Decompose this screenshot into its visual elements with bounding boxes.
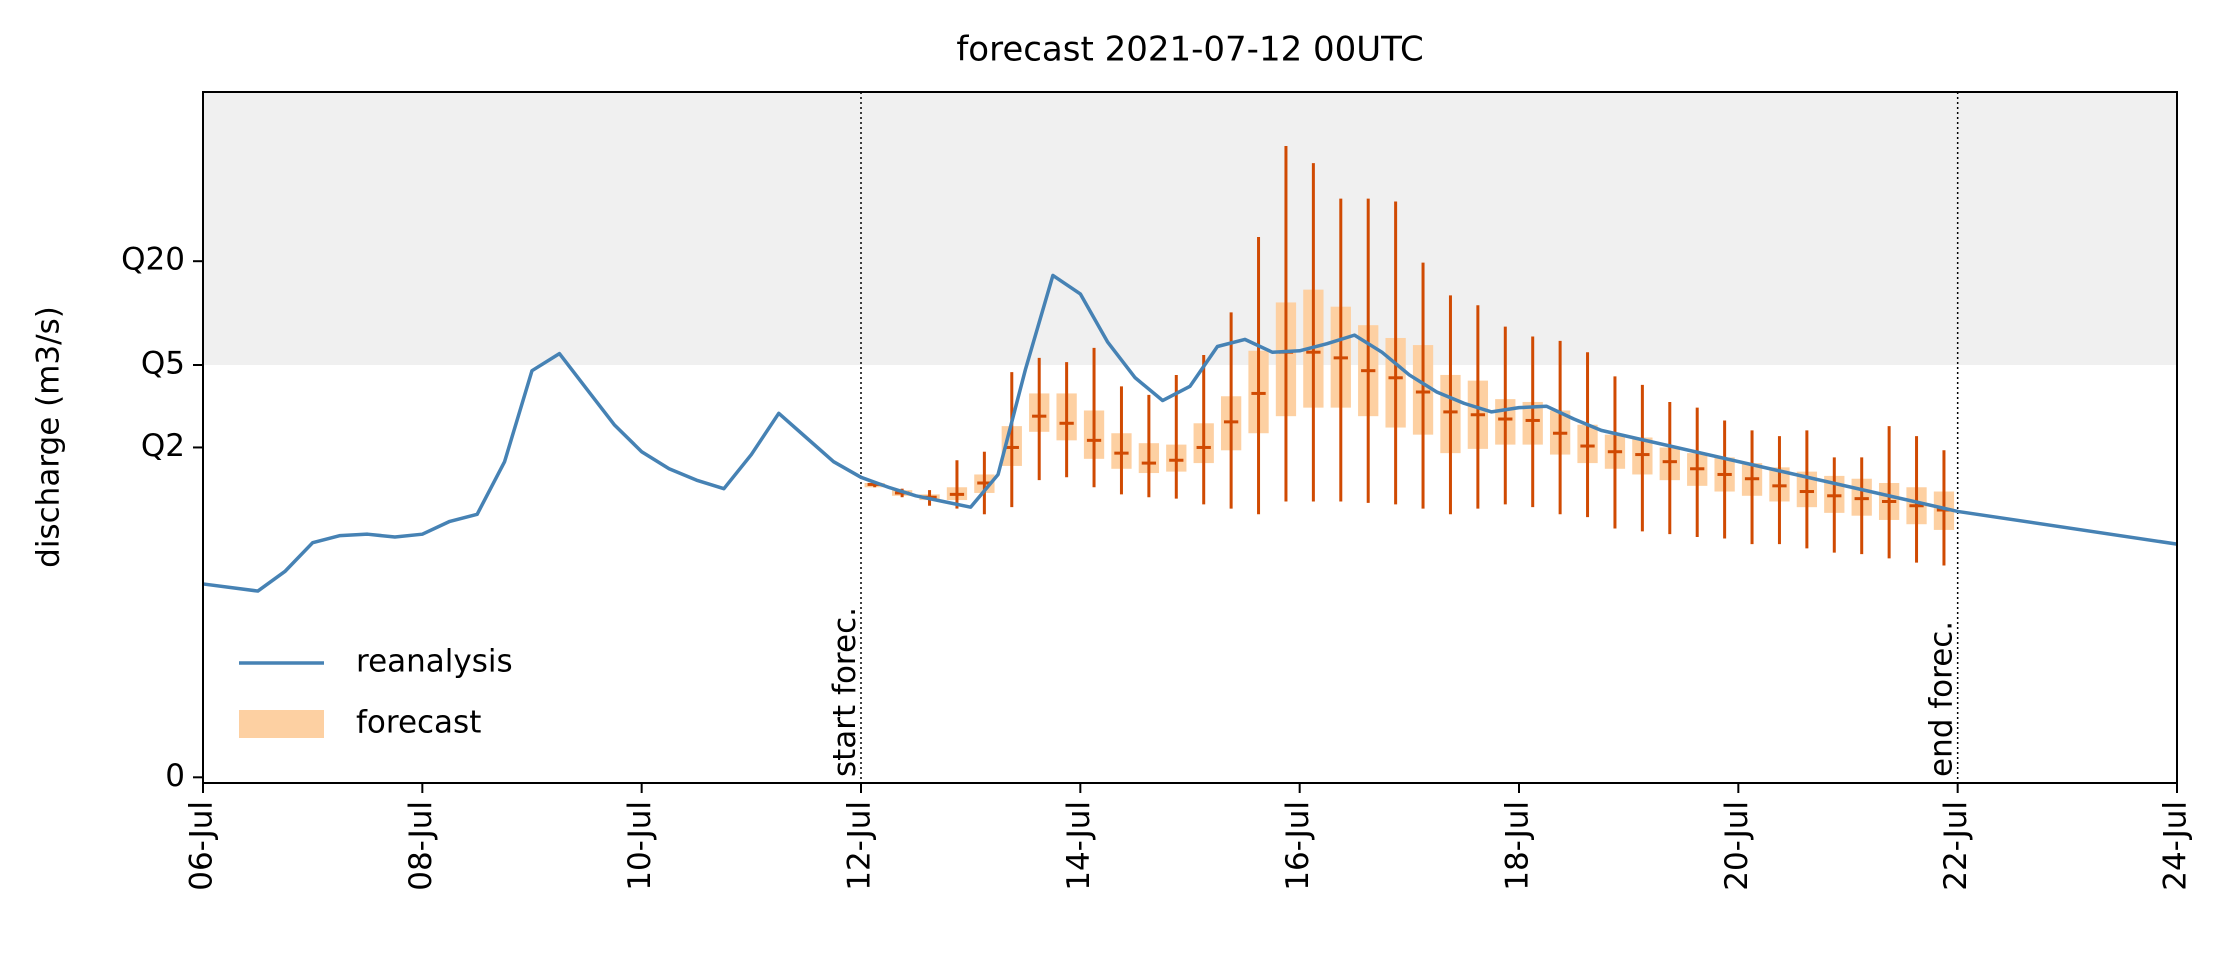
x-tick-label: 14-Jul	[1061, 801, 1097, 891]
y-tick-label: Q2	[141, 428, 185, 464]
threshold-shade	[203, 92, 2177, 365]
x-tick-label: 24-Jul	[2158, 801, 2194, 891]
x-tick-label: 08-Jul	[403, 801, 439, 891]
annotation-label: start forec.	[827, 607, 863, 777]
x-tick-label: 10-Jul	[622, 801, 658, 891]
x-tick-label: 12-Jul	[842, 801, 878, 891]
x-tick-label: 18-Jul	[1500, 801, 1536, 891]
x-tick-label: 06-Jul	[184, 801, 220, 891]
y-tick-label: Q5	[141, 345, 185, 381]
y-tick-label: Q20	[121, 242, 185, 278]
x-tick-label: 22-Jul	[1938, 801, 1974, 891]
annotation-label: end forec.	[1924, 621, 1960, 777]
chart-title: forecast 2021-07-12 00UTC	[956, 30, 1423, 70]
y-tick-label: 0	[165, 758, 185, 794]
x-tick-label: 20-Jul	[1719, 801, 1755, 891]
x-tick-label: 16-Jul	[1280, 801, 1316, 891]
legend-label: forecast	[356, 705, 481, 741]
y-axis-label: discharge (m3/s)	[31, 306, 67, 568]
axes-frame	[202, 91, 2178, 784]
legend-label: reanalysis	[356, 644, 513, 680]
legend-swatch	[239, 710, 324, 738]
reanalysis-line	[202, 273, 2178, 593]
